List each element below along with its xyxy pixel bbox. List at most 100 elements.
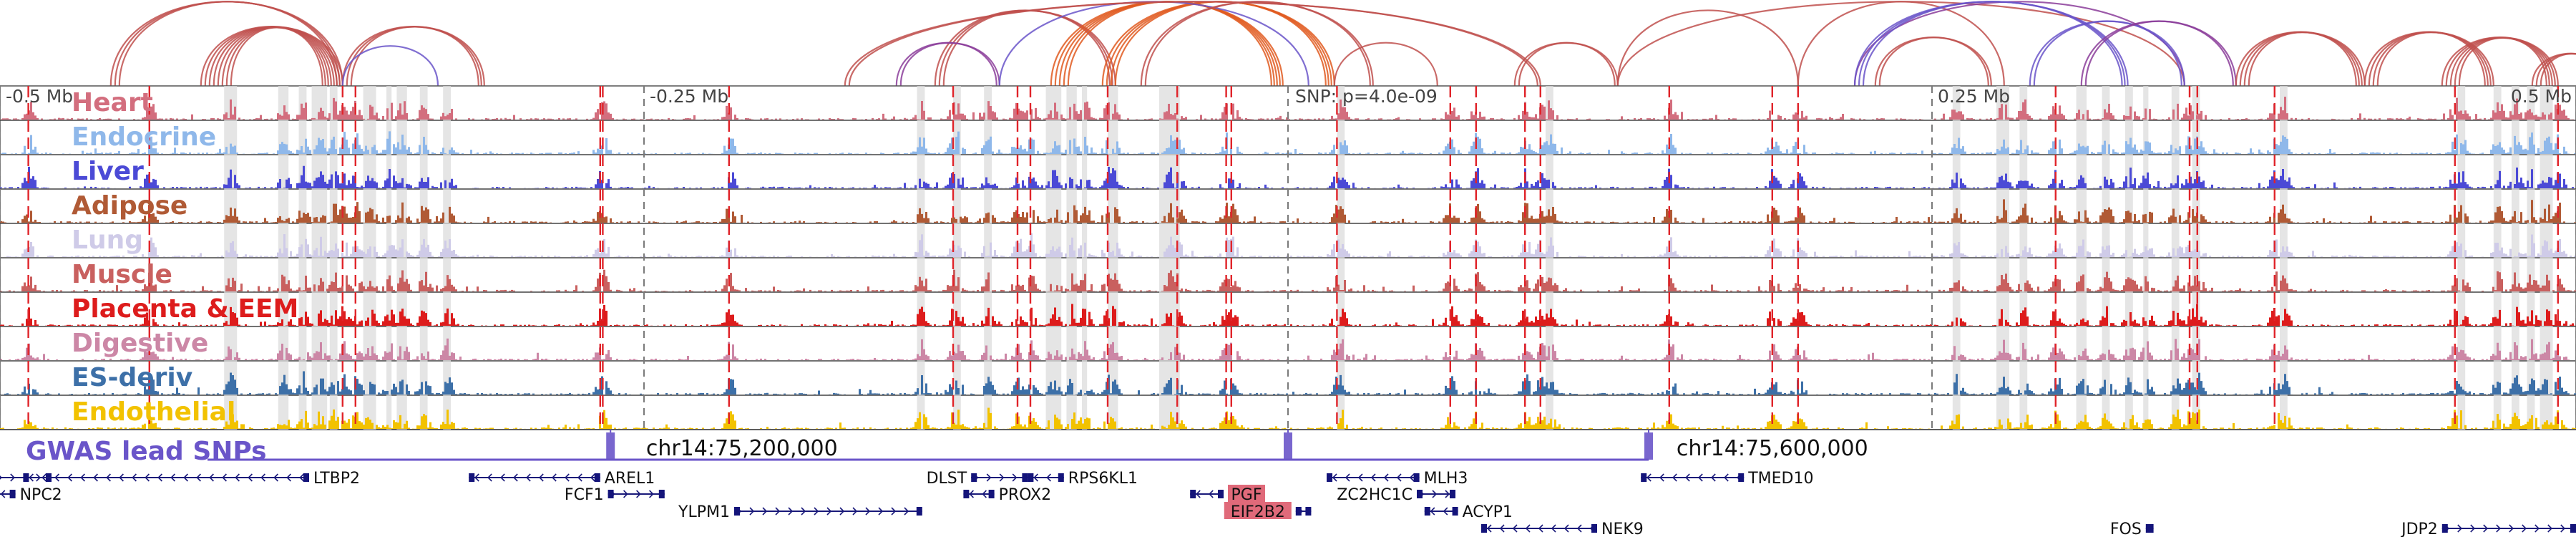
strand-arrow <box>248 473 253 482</box>
loop-arc <box>2084 20 2234 87</box>
strand-arrow <box>749 507 755 516</box>
gray-highlight-block <box>984 86 992 430</box>
strand-arrow <box>552 473 557 482</box>
strand-arrow <box>513 473 518 482</box>
loop-arc <box>2368 31 2492 87</box>
gene-fos: FOS <box>2110 521 2154 537</box>
strand-arrow <box>1486 524 1492 533</box>
relative-position-ticks: -0.5 Mb -0.25 Mb 0.25 Mb 0.5 Mb SNP: p=4.0e-… <box>0 86 2576 430</box>
gene-exon <box>1218 490 1224 498</box>
gene-label: DLST <box>927 470 967 488</box>
track-label: Endocrine <box>72 122 216 152</box>
strand-arrow <box>2483 524 2488 533</box>
strand-arrow <box>1563 524 1569 533</box>
snp-pvalue-label: SNP: p=4.0e-09 <box>1295 86 1438 107</box>
gene-label: RPS6KL1 <box>1068 470 1138 488</box>
track-label: Heart <box>72 88 153 117</box>
gwas-snp-marker <box>1284 432 1292 460</box>
strand-arrow <box>1685 473 1690 482</box>
gene-highlight-box <box>1228 485 1265 502</box>
gene-exon <box>1058 473 1064 482</box>
gene-eif2b2: EIF2B2 <box>1224 502 1312 521</box>
gene-label: NPC2 <box>20 486 62 504</box>
gene-exon <box>916 507 922 516</box>
strand-arrow <box>1046 473 1051 482</box>
loop-arc <box>1874 37 1992 87</box>
strand-arrow <box>1196 490 1201 498</box>
strand-arrow <box>590 473 595 482</box>
gene-fcf1: FCF1 <box>565 486 665 504</box>
gray-highlight-block <box>2493 86 2502 430</box>
gray-highlight-block <box>1045 86 1062 430</box>
loop-arc <box>2239 31 2363 87</box>
strand-arrow <box>775 507 781 516</box>
gray-highlight-block <box>2125 86 2133 430</box>
loop-arc <box>1140 1 1374 87</box>
gene-exon <box>1305 507 1312 516</box>
gwas-lead-snps-track: GWAS lead SNPs chr14:75,200,000 chr14:75,6… <box>26 430 1868 466</box>
strand-arrow <box>1370 473 1376 482</box>
gene-pgf: PGF <box>1190 485 1265 504</box>
strand-arrow <box>286 473 291 482</box>
strand-arrow <box>986 473 992 482</box>
strand-arrow <box>636 490 641 498</box>
strand-arrow <box>132 473 137 482</box>
gene-tmed10: TMED10 <box>1641 470 1813 488</box>
strand-arrow <box>29 473 34 482</box>
loop-arc <box>1878 37 1989 87</box>
strand-arrow <box>1432 490 1438 498</box>
gray-highlight-block <box>2457 86 2466 430</box>
strand-arrow <box>865 507 871 516</box>
strand-arrow <box>649 490 654 498</box>
gene-exon <box>594 473 600 482</box>
loop-arc <box>2540 53 2576 87</box>
strand-arrow <box>487 473 492 482</box>
track-label: Placenta & EEM <box>72 294 298 324</box>
loop-arc <box>2376 32 2486 87</box>
strand-arrow <box>1033 473 1038 482</box>
loop-arc <box>899 42 997 87</box>
gene-exon <box>971 473 977 482</box>
gray-highlight-block <box>2192 86 2200 430</box>
gene-label: NEK9 <box>1601 521 1644 537</box>
loop-arc <box>848 1 1538 87</box>
strand-arrow <box>623 490 628 498</box>
gene-annotation-track: CA2NPC2LTBP2AREL1FCF1YLPM1DLSTRPS6KL1PRO… <box>0 470 2576 537</box>
track-label: ES-deriv <box>72 363 192 392</box>
gene-nek9: NEK9 <box>1481 521 1644 537</box>
loop-arc <box>1058 1 1278 87</box>
gray-highlight-block <box>2171 86 2180 430</box>
track-label: Digestive <box>72 329 208 358</box>
strand-arrow <box>2457 524 2462 533</box>
strand-arrow <box>577 473 582 482</box>
strand-arrow <box>0 490 6 498</box>
gene-ltbp2: LTBP2 <box>23 470 360 488</box>
loop-arc <box>118 1 338 87</box>
signal-track-es-deriv <box>0 371 2576 395</box>
strand-arrow <box>2509 524 2514 533</box>
gene-exon <box>1327 473 1332 482</box>
gene-mlh3: MLH3 <box>1327 470 1468 488</box>
gene-arel1: AREL1 <box>469 470 655 488</box>
relative-tick-label: 0.5 Mb <box>2511 86 2572 107</box>
strand-arrow <box>982 490 987 498</box>
loop-arc <box>230 26 323 87</box>
gene-exon <box>1022 473 1028 482</box>
gene-exon <box>988 490 995 498</box>
strand-arrow <box>891 507 897 516</box>
gray-highlight-block <box>2527 86 2535 430</box>
strand-arrow <box>1209 490 1214 498</box>
strand-arrow <box>904 507 909 516</box>
signal-track-heart <box>0 97 2576 120</box>
strand-arrow <box>80 473 85 482</box>
strand-arrow <box>106 473 111 482</box>
strand-arrow <box>1409 473 1415 482</box>
gray-highlight-block <box>1066 86 1077 430</box>
relative-tick-label: -0.25 Mb <box>650 86 728 107</box>
loop-arc <box>1862 1 2123 87</box>
track-label: Muscle <box>72 260 172 289</box>
loop-arc <box>2029 20 2185 87</box>
strand-arrow <box>969 490 974 498</box>
signal-area <box>0 97 2576 120</box>
gwas-snp-marker <box>606 432 615 460</box>
